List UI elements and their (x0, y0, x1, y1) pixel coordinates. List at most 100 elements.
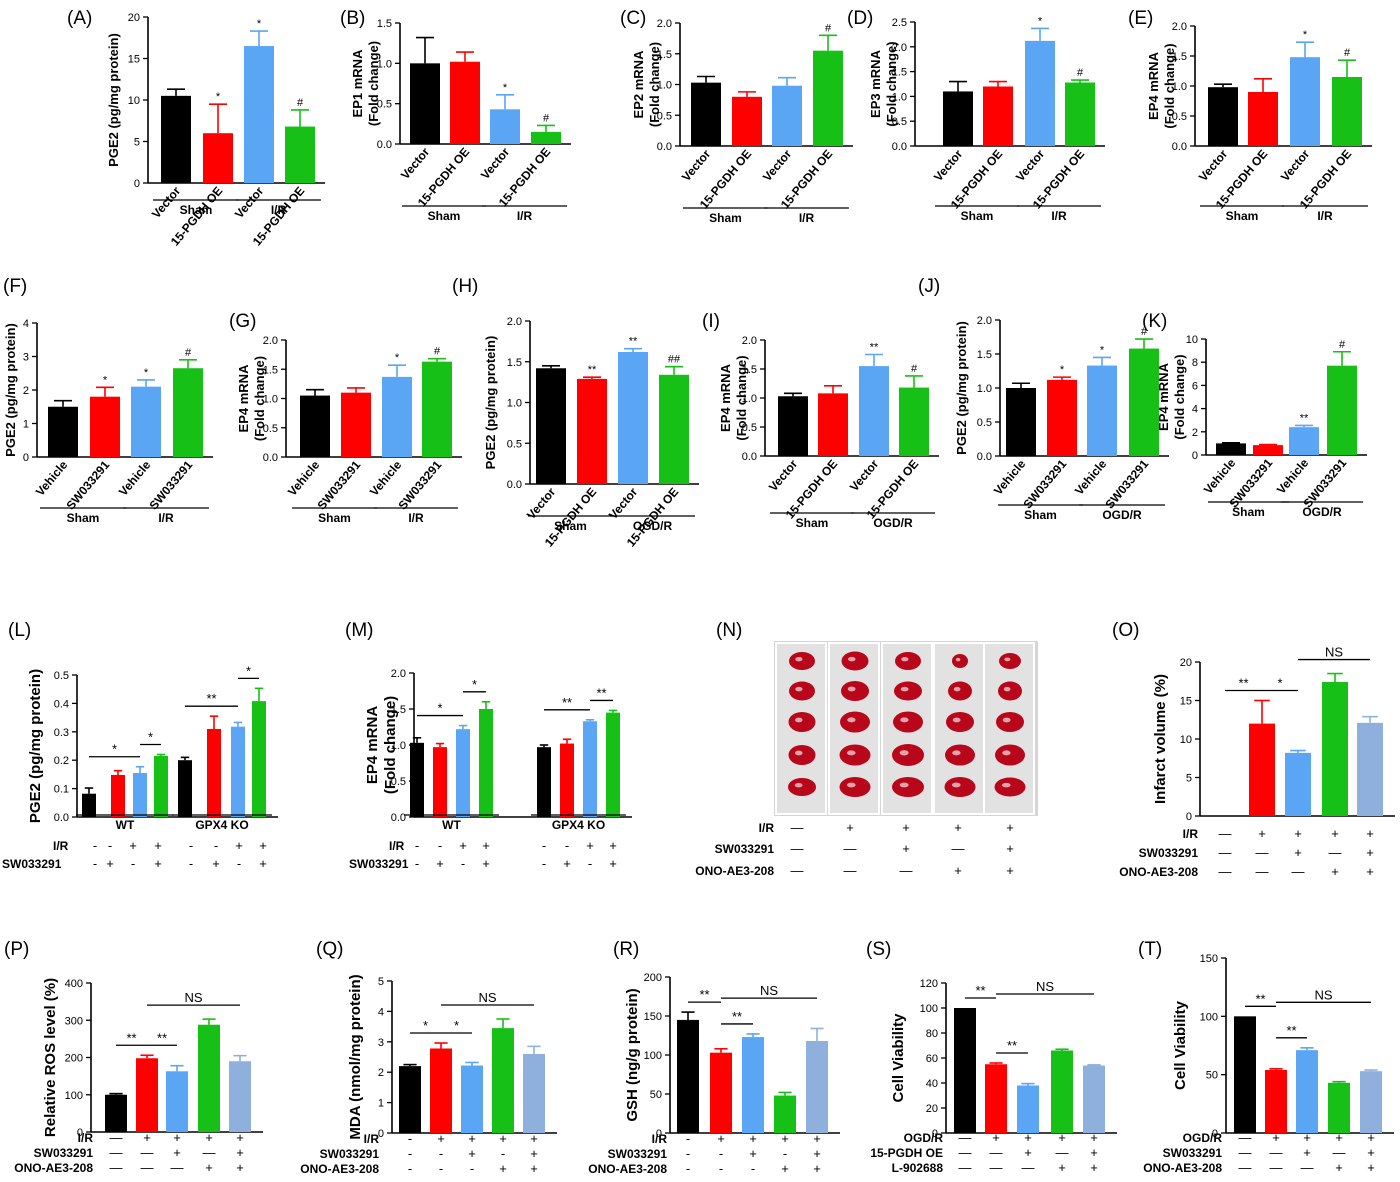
y-tick-label: 1.5 (892, 67, 907, 79)
panel-J: (J) 0.0 0.5 1.0 1.5 2.0 PGE2 (pg/mg protein) * *… (918, 276, 1169, 522)
slice-highlight (952, 717, 961, 723)
photo-row-label: SW033291 (715, 842, 775, 856)
comparison-label: * (454, 1018, 459, 1033)
condition-sign: — (1219, 845, 1232, 860)
bar (523, 1053, 545, 1133)
comparison-label: * (1277, 676, 1282, 691)
y-tick-label: 2.0 (977, 315, 992, 327)
y-tick-label: 50 (1206, 1070, 1218, 1082)
brain-slice (892, 777, 924, 797)
group-label: I/R (1051, 209, 1067, 223)
y-tick-label: 0.0 (1172, 141, 1187, 153)
group-label: GPX4 KO (195, 818, 248, 832)
condition-sign: + (1258, 826, 1266, 841)
bar (382, 376, 412, 457)
slice-highlight (795, 657, 803, 662)
condition-sign: + (781, 1161, 789, 1176)
condition-sign: — (1270, 1145, 1283, 1160)
y-axis-label: MDA (nmol/mg protein) (347, 974, 364, 1139)
y-tick-label: 1.5 (657, 49, 672, 61)
condition-sign: + (1090, 1160, 1098, 1175)
slice-highlight (846, 782, 856, 788)
bar (818, 393, 848, 456)
condition-sign: + (813, 1161, 821, 1176)
condition-sign: - (415, 856, 419, 871)
brain-slice (999, 653, 1021, 669)
slice-highlight (1003, 686, 1011, 692)
condition-sign: + (563, 856, 571, 871)
condition-sign: — (110, 1160, 123, 1175)
brain-slice (892, 744, 924, 766)
y-tick-label: 0.5 (977, 417, 992, 429)
condition-sign: + (1058, 1160, 1066, 1175)
significance-mark: # (825, 22, 832, 34)
significance-mark: # (543, 112, 550, 124)
bar (1265, 1070, 1287, 1133)
condition-sign: + (499, 1131, 507, 1146)
y-tick-label: 1.0 (977, 383, 992, 395)
bar (198, 1024, 220, 1132)
group-label: Sham (1226, 209, 1259, 223)
y-tick-label: 120 (920, 978, 938, 990)
panel-label: (L) (8, 620, 31, 641)
bar (410, 742, 424, 817)
group-label: Sham (554, 519, 587, 533)
condition-sign: + (1272, 1130, 1280, 1145)
condition-sign: — (990, 1145, 1003, 1160)
bar (560, 743, 574, 817)
slice-highlight (951, 782, 961, 788)
condition-sign: + (609, 856, 617, 871)
y-axis-label: EP4 mRNA(Fold change) (1156, 354, 1187, 439)
significance-mark: # (185, 347, 192, 359)
x-tick-label: Vector (766, 457, 801, 494)
condition-sign: + (1294, 845, 1302, 860)
bar (90, 396, 120, 457)
y-tick-label: 20 (128, 12, 140, 24)
panel-label: (G) (229, 311, 256, 332)
y-tick-label: 2.0 (892, 42, 907, 54)
x-tick-label: Vehicle (116, 458, 154, 499)
y-tick-label: 0.4 (54, 698, 69, 710)
bar (732, 96, 762, 146)
panel-G: (G) 0.0 0.5 1.0 1.5 2.0 EP4 mRNA(Fold change) *… (229, 311, 462, 525)
condition-sign: — (990, 1160, 1003, 1175)
comparison-label: * (423, 1018, 428, 1033)
x-tick-label: SW033291 (1020, 457, 1069, 512)
significance-mark: ## (668, 354, 681, 366)
comparison-label: * (112, 742, 117, 757)
condition-sign: + (992, 1130, 1000, 1145)
bar (131, 386, 161, 457)
significance-mark: # (1077, 67, 1084, 79)
condition-sign: + (781, 1131, 789, 1146)
condition-sign: + (212, 856, 220, 871)
y-tick-label: 0 (932, 1128, 938, 1140)
bar (166, 1071, 188, 1132)
bar (207, 728, 221, 817)
condition-sign: - (719, 1161, 723, 1176)
panel-label: (D) (847, 8, 873, 29)
bar (161, 95, 191, 183)
y-tick-label: 10 (1180, 734, 1192, 746)
condition-sign: — (959, 1130, 972, 1145)
x-tick-label: Vector (1013, 147, 1048, 184)
bar (244, 46, 274, 183)
bar (1083, 1065, 1105, 1133)
bar (1253, 445, 1283, 455)
y-tick-label: 100 (1200, 1011, 1218, 1023)
slice-highlight (899, 782, 909, 788)
condition-sign: + (173, 1130, 181, 1145)
bar (577, 378, 607, 484)
significance-mark: * (257, 18, 262, 30)
bar (1017, 1085, 1039, 1133)
condition-sign: + (530, 1146, 538, 1161)
panel-label: (J) (918, 276, 940, 297)
y-tick-label: 1.5 (377, 18, 392, 30)
panel-label: (K) (1142, 311, 1167, 332)
condition-sign: - (542, 856, 546, 871)
bar (430, 1048, 452, 1133)
bar (983, 86, 1013, 146)
comparison-label: NS (1325, 645, 1343, 660)
group-label: Sham (428, 209, 461, 223)
slice-highlight (952, 750, 961, 756)
